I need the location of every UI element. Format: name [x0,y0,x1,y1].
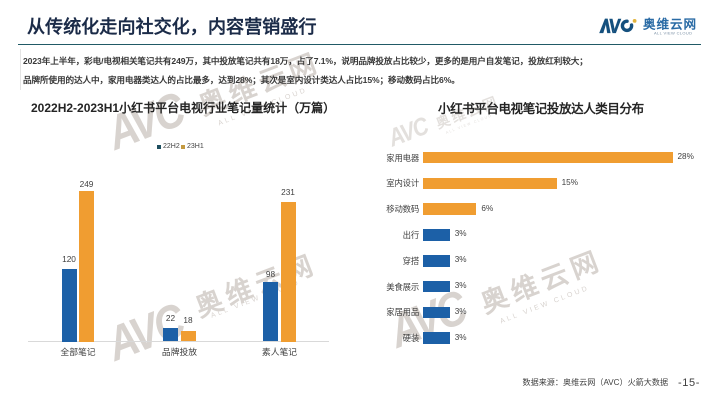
svg-text:奥维云网: 奥维云网 [643,17,697,32]
svg-text:ALL VIEW CLOUD: ALL VIEW CLOUD [654,30,692,35]
